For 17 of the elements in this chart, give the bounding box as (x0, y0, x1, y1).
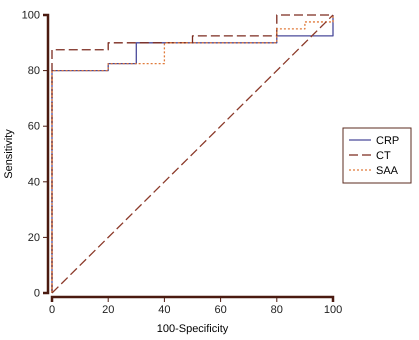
legend-label: CT (376, 150, 391, 162)
x-axis-title: 100-Specificity (156, 323, 229, 335)
legend-label: SAA (376, 165, 399, 177)
y-tick-label: 60 (28, 120, 40, 133)
y-tick-label: 40 (28, 176, 40, 188)
x-tick-label: 20 (102, 304, 114, 316)
y-tick-label: 20 (28, 232, 40, 244)
y-tick-label: 0 (34, 288, 40, 300)
x-tick-label: 80 (270, 304, 283, 316)
y-tick-label: 100 (22, 10, 40, 22)
y-tick-label: 80 (28, 65, 40, 78)
x-tick-label: 100 (324, 304, 342, 316)
x-tick-label: 0 (48, 304, 56, 316)
x-tick-label: 60 (214, 304, 227, 316)
legend-label: CRP (376, 135, 400, 147)
y-axis-title: Sensitivity (3, 128, 15, 179)
x-tick-label: 40 (158, 304, 171, 316)
